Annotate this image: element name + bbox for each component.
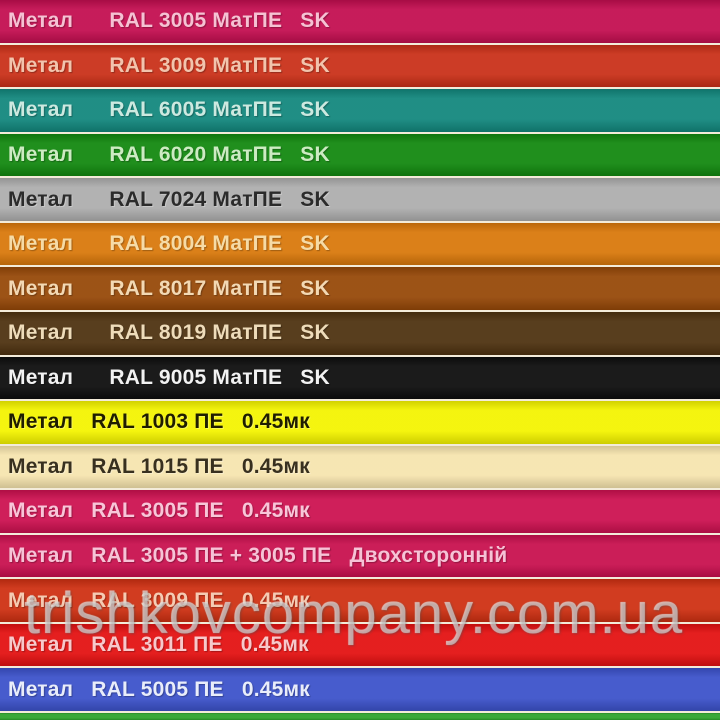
color-row: Метал RAL 3009 ПЕ 0.45мк (0, 579, 720, 624)
row-label: Метал RAL 8019 МатПЕ SK (8, 321, 330, 345)
color-row: Метал RAL 3011 ПЕ 0.45мк (0, 623, 720, 669)
row-label: Метал RAL 8004 МатПЕ SK (8, 232, 330, 256)
row-label: Метал RAL 1015 ПЕ 0.45мк (8, 454, 310, 478)
color-row: Метал RAL 6020 МатПЕ SK (0, 133, 720, 179)
color-row: Метал RAL 8019 МатПЕ SK (0, 311, 720, 357)
color-row: Метал RAL 7024 МатПЕ SK (0, 178, 720, 223)
color-row: Метал RAL 5005 ПЕ 0.45мк (0, 668, 720, 713)
row-label: Метал RAL 5005 ПЕ 0.45мк (8, 677, 310, 701)
color-row: Метал RAL 3005 ПЕ 0.45мк (0, 490, 720, 535)
row-label: Метал RAL 3011 ПЕ 0.45мк (8, 633, 309, 657)
row-label: Метал RAL 3005 ПЕ + 3005 ПЕ Двохсторонні… (8, 544, 508, 568)
color-row: Метал RAL 1003 ПЕ 0.45мк (0, 401, 720, 446)
row-label: Метал RAL 3005 МатПЕ SK (8, 9, 330, 33)
row-label: Метал RAL 3009 МатПЕ SK (8, 53, 330, 77)
color-row: Метал RAL 3005 ПЕ + 3005 ПЕ Двохсторонні… (0, 534, 720, 580)
color-row: Метал RAL 8017 МатПЕ SK (0, 267, 720, 312)
row-label: Метал RAL 3009 ПЕ 0.45мк (8, 588, 310, 612)
color-row: Метал RAL 8004 МатПЕ SK (0, 222, 720, 268)
color-row: Метал RAL 3009 МатПЕ SK (0, 44, 720, 90)
row-label: Метал RAL 6005 МатПЕ SK (8, 98, 330, 122)
row-label: Метал RAL 6020 МатПЕ SK (8, 142, 330, 166)
color-row: Метал RAL 3005 МатПЕ SK (0, 0, 720, 45)
color-row: Метал RAL 6005 МатПЕ SK (0, 89, 720, 134)
row-label: Метал RAL 9005 МатПЕ SK (8, 365, 330, 389)
color-row: Метал RAL 9005 МатПЕ SK (0, 356, 720, 402)
row-label: Метал RAL 7024 МатПЕ SK (8, 187, 330, 211)
color-row: Метал RAL 1015 ПЕ 0.45мк (0, 445, 720, 491)
row-label: Метал RAL 8017 МатПЕ SK (8, 276, 330, 300)
row-label: Метал RAL 3005 ПЕ 0.45мк (8, 499, 310, 523)
color-row-partial (0, 713, 720, 720)
row-label: Метал RAL 1003 ПЕ 0.45мк (8, 410, 310, 434)
